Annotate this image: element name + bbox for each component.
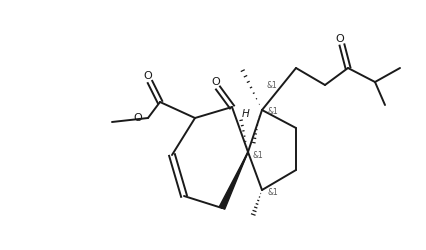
- Text: H: H: [242, 109, 249, 119]
- Text: O: O: [335, 34, 343, 44]
- Polygon shape: [219, 152, 248, 209]
- Text: &1: &1: [253, 152, 263, 160]
- Text: O: O: [143, 71, 152, 81]
- Text: &1: &1: [266, 80, 277, 90]
- Text: &1: &1: [268, 188, 278, 198]
- Text: O: O: [211, 77, 220, 87]
- Text: &1: &1: [268, 108, 278, 116]
- Text: O: O: [133, 113, 142, 123]
